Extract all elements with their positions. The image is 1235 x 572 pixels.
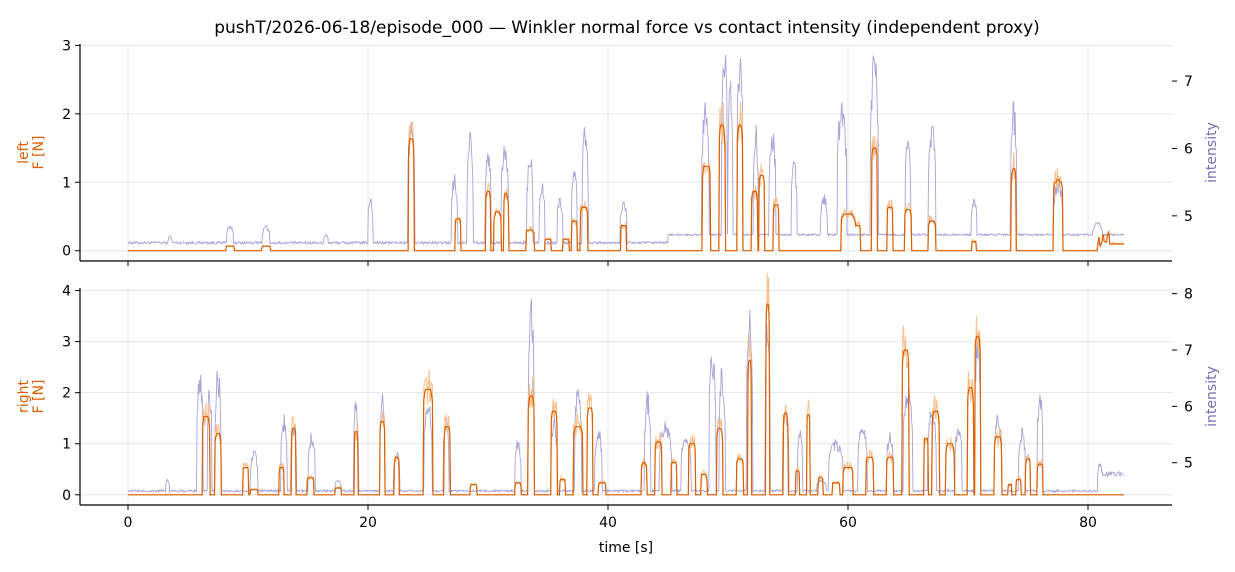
y-axis-label-line: F [N] xyxy=(31,136,47,170)
y-right-tick-label: 7 xyxy=(1184,74,1193,90)
series-force-line xyxy=(128,303,1124,496)
y-right-tick-label: 5 xyxy=(1184,456,1193,472)
y-right-axis-label-left: intensity xyxy=(1204,122,1220,183)
series-intensity-line xyxy=(127,298,1125,494)
y-right-tick-label: 8 xyxy=(1184,287,1193,303)
x-tick-label: 60 xyxy=(839,515,857,531)
y-tick-label: 3 xyxy=(62,38,71,54)
y-tick-label: 2 xyxy=(62,386,71,402)
y-axis-label-line: right xyxy=(16,380,32,413)
chart-title: pushT/2026-06-18/episode_000 — Winkler n… xyxy=(214,18,1040,38)
x-tick-label: 80 xyxy=(1079,515,1097,531)
panel-left: 0 1 2 3 5 6 7 leftF [N] intensity xyxy=(16,38,1220,266)
y-axis-label-line: left xyxy=(16,141,32,164)
y-right-tick-label: 6 xyxy=(1184,141,1193,157)
x-tick-label: 20 xyxy=(359,515,377,531)
y-axis-label-left: leftF [N] xyxy=(16,136,47,170)
y-axis-label-right: rightF [N] xyxy=(16,380,47,414)
y-right-tick-label: 5 xyxy=(1184,209,1193,225)
y-tick-label: 0 xyxy=(62,488,71,504)
y-right-tick-label: 6 xyxy=(1184,399,1193,415)
y-right-tick-label: 7 xyxy=(1184,343,1193,359)
y-tick-label: 3 xyxy=(62,335,71,351)
x-axis-label: time [s] xyxy=(599,540,653,556)
y-tick-label: 2 xyxy=(62,107,71,123)
x-tick-label: 40 xyxy=(599,515,617,531)
series-intensity-line xyxy=(127,54,1125,246)
y-tick-label: 4 xyxy=(62,284,71,300)
series-force-line xyxy=(128,124,1124,252)
y-tick-label: 1 xyxy=(62,437,71,453)
y-axis-label-line: F [N] xyxy=(31,380,47,414)
y-tick-label: 1 xyxy=(62,175,71,191)
x-tick-label: 0 xyxy=(124,515,133,531)
y-right-axis-label-right: intensity xyxy=(1204,366,1220,427)
y-tick-label: 0 xyxy=(62,244,71,260)
